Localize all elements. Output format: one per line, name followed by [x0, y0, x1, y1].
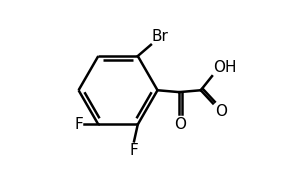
Text: F: F — [130, 143, 138, 158]
Text: F: F — [74, 117, 83, 132]
Text: O: O — [174, 117, 186, 132]
Text: O: O — [215, 104, 227, 119]
Text: Br: Br — [152, 29, 169, 44]
Text: OH: OH — [213, 60, 236, 75]
